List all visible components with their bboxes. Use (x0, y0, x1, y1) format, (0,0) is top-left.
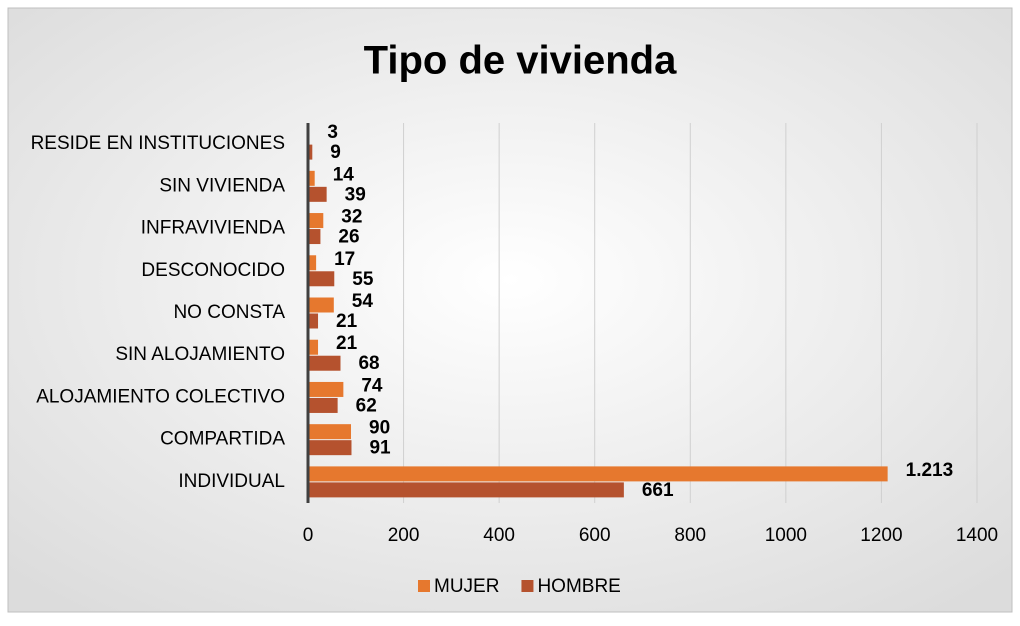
legend-swatch (521, 580, 534, 592)
y-tick-label: SIN ALOJAMIENTO (115, 344, 285, 365)
value-label: 54 (352, 291, 374, 312)
bar (308, 339, 319, 355)
chart-background (7, 7, 1013, 613)
x-tick-label: 400 (483, 525, 515, 546)
x-tick-label: 1000 (765, 525, 807, 546)
bar (308, 213, 324, 229)
bar (308, 355, 341, 371)
legend-label: MUJER (434, 576, 499, 597)
bar (308, 381, 344, 397)
value-label: 32 (341, 207, 362, 228)
value-label: 1.213 (906, 460, 954, 481)
bar (308, 424, 352, 440)
chart-title: Tipo de vivienda (364, 39, 677, 83)
y-tick-label: INFRAVIVIENDA (141, 218, 286, 239)
bar (308, 482, 624, 498)
y-tick-label: ALOJAMIENTO COLECTIVO (36, 386, 285, 407)
y-tick-label: COMPARTIDA (160, 429, 285, 450)
value-label: 17 (334, 249, 355, 270)
value-label: 90 (369, 418, 390, 439)
x-tick-label: 1200 (860, 525, 902, 546)
y-tick-label: SIN VIVIENDA (159, 175, 285, 196)
value-label: 9 (330, 142, 341, 163)
legend-label: HOMBRE (537, 576, 620, 597)
value-label: 74 (361, 375, 383, 396)
y-tick-label: INDIVIDUAL (178, 471, 285, 492)
bar (308, 144, 313, 160)
bar (308, 271, 335, 287)
value-label: 26 (338, 227, 359, 248)
x-tick-label: 200 (388, 525, 420, 546)
legend-swatch (418, 580, 430, 592)
bar (308, 440, 352, 456)
x-tick-label: 1400 (956, 525, 998, 546)
bar (308, 313, 319, 329)
value-label: 55 (352, 269, 374, 290)
value-label: 68 (358, 353, 379, 374)
value-label: 14 (333, 164, 355, 185)
bar (308, 186, 327, 202)
value-label: 39 (345, 184, 366, 205)
value-label: 661 (642, 480, 674, 501)
value-label: 62 (356, 395, 377, 416)
bar (308, 255, 317, 271)
x-tick-label: 600 (579, 525, 611, 546)
value-label: 21 (336, 311, 358, 332)
bar (308, 397, 338, 413)
y-tick-label: RESIDE EN INSTITUCIONES (31, 133, 285, 154)
value-label: 3 (327, 122, 338, 143)
x-tick-label: 0 (303, 525, 314, 546)
bar (308, 297, 334, 313)
value-label: 21 (336, 333, 358, 354)
bar (308, 229, 321, 245)
y-tick-label: DESCONOCIDO (141, 260, 285, 281)
bar (308, 170, 315, 186)
value-label: 91 (369, 438, 391, 459)
y-tick-label: NO CONSTA (173, 302, 285, 323)
x-tick-label: 800 (674, 525, 706, 546)
bar (308, 466, 888, 482)
